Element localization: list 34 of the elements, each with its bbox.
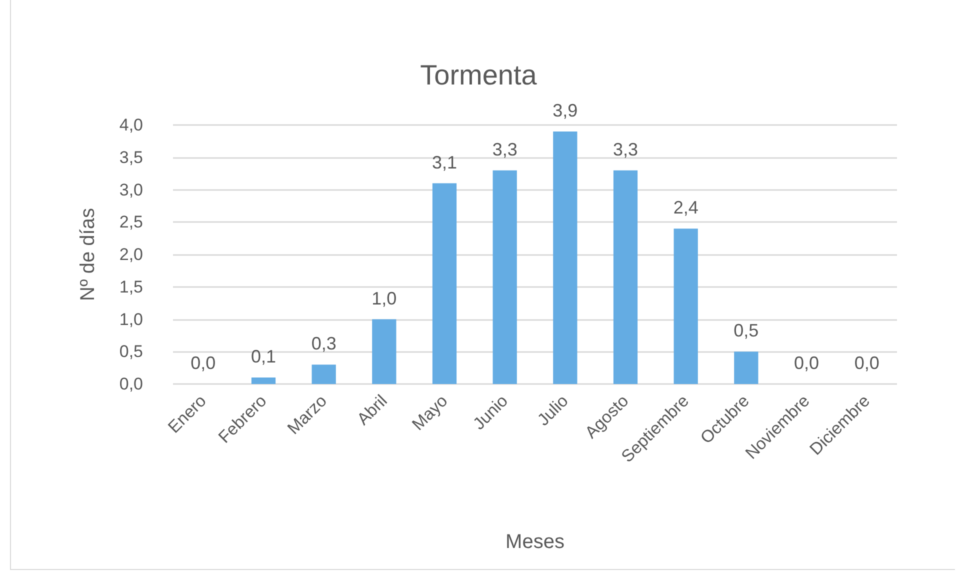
y-tick-label: 3,0 — [119, 180, 143, 200]
bar — [553, 131, 578, 384]
data-label: 0,3 — [311, 334, 336, 354]
data-label: 0,5 — [734, 320, 759, 341]
y-tick-label: 0,0 — [119, 374, 143, 394]
data-label: 0,1 — [250, 346, 276, 367]
y-axis-title: Nº de días — [77, 208, 99, 301]
data-label: 3,3 — [612, 139, 638, 160]
y-tick-label: 3,5 — [119, 148, 143, 167]
bar — [492, 170, 517, 384]
bar — [432, 183, 457, 384]
y-tick-label: 2,5 — [119, 212, 143, 232]
bar — [251, 378, 276, 384]
y-tick-label: 1,0 — [119, 310, 143, 329]
y-tick-label: 1,5 — [119, 277, 143, 296]
bar — [372, 319, 396, 384]
data-label: 1,0 — [372, 288, 397, 308]
data-label: 3,3 — [492, 139, 518, 160]
x-tick-label: Julio — [534, 391, 572, 430]
data-label: 3,9 — [552, 100, 578, 120]
bar — [734, 352, 758, 384]
data-label: 2,4 — [673, 198, 698, 218]
y-tick-label: 2,0 — [119, 245, 143, 264]
data-label: 0,0 — [190, 353, 216, 373]
x-axis-title: Meses — [506, 531, 564, 553]
y-tick-label: 0,5 — [119, 342, 143, 362]
data-label: 3,1 — [432, 152, 458, 172]
y-tick-label: 4,0 — [119, 116, 143, 134]
chart-title: Tormenta — [420, 60, 538, 90]
bar — [312, 364, 336, 384]
bar — [613, 170, 638, 384]
data-label: 0,0 — [854, 353, 880, 373]
bar — [674, 228, 698, 384]
data-label: 0,0 — [794, 353, 820, 373]
